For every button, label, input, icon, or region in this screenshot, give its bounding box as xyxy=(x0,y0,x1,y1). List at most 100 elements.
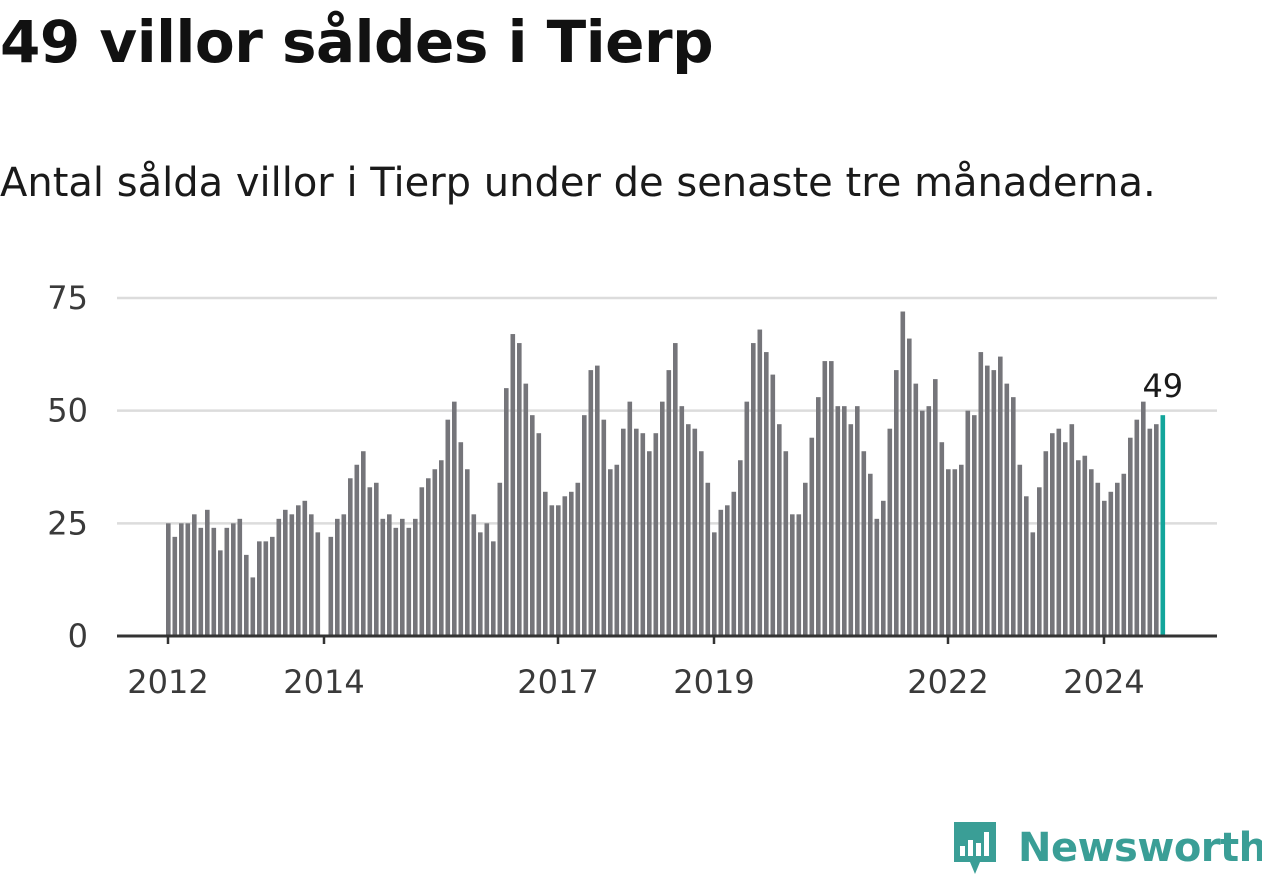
bar xyxy=(627,401,633,636)
bar xyxy=(744,401,750,636)
bar xyxy=(1050,433,1055,636)
bar xyxy=(913,383,919,636)
bar xyxy=(445,419,451,636)
bar xyxy=(419,487,425,636)
bar xyxy=(211,527,217,636)
y-tick-label: 0 xyxy=(68,617,88,655)
bar xyxy=(835,406,841,636)
bar xyxy=(380,518,386,636)
bar xyxy=(842,406,847,636)
bar xyxy=(874,518,880,636)
bar xyxy=(894,370,899,636)
bar xyxy=(985,365,990,636)
bar xyxy=(1095,482,1101,636)
bar xyxy=(621,428,626,636)
x-tick-label: 2014 xyxy=(283,663,364,701)
bar xyxy=(348,478,353,636)
bar xyxy=(796,514,802,636)
bar xyxy=(920,410,925,636)
bar xyxy=(302,500,308,636)
bar xyxy=(205,509,210,636)
bar xyxy=(900,311,906,636)
bar xyxy=(465,469,470,636)
bar xyxy=(1102,500,1107,636)
bar xyxy=(1056,428,1062,636)
bar xyxy=(1004,383,1010,636)
bar xyxy=(998,356,1003,636)
bar xyxy=(1154,424,1159,636)
bar xyxy=(959,464,964,636)
bar xyxy=(517,343,522,636)
bar xyxy=(686,424,691,636)
y-tick-label: 25 xyxy=(47,504,88,542)
bar xyxy=(471,514,477,636)
bar xyxy=(764,352,769,636)
bar xyxy=(257,541,262,636)
bar xyxy=(556,505,561,636)
bar xyxy=(283,509,288,636)
bar xyxy=(263,541,269,636)
highlight-value-label: 49 xyxy=(1142,367,1183,405)
bar xyxy=(543,491,548,636)
bar xyxy=(354,464,360,636)
bar xyxy=(1147,428,1153,636)
bar xyxy=(887,428,893,636)
bar xyxy=(653,433,659,636)
bar xyxy=(452,401,457,636)
bar xyxy=(179,523,184,636)
bar xyxy=(289,514,295,636)
bar xyxy=(595,365,600,636)
bar xyxy=(770,374,776,636)
x-tick-label: 2024 xyxy=(1063,663,1144,701)
y-tick-label: 75 xyxy=(47,279,88,317)
bar xyxy=(790,514,795,636)
x-tick-label: 2012 xyxy=(127,663,208,701)
bar xyxy=(491,541,496,636)
x-tick-label: 2017 xyxy=(517,663,598,701)
bar xyxy=(738,460,743,636)
bar xyxy=(848,424,854,636)
bar xyxy=(673,343,678,636)
bar xyxy=(374,482,379,636)
bar xyxy=(536,433,542,636)
bar xyxy=(530,415,535,636)
bar xyxy=(335,518,340,636)
bar xyxy=(478,532,483,636)
bar xyxy=(640,433,646,636)
bar xyxy=(575,482,581,636)
bar xyxy=(510,334,516,636)
bar xyxy=(166,523,171,636)
bar xyxy=(198,527,204,636)
bar xyxy=(1121,473,1127,636)
bar xyxy=(224,527,230,636)
bar xyxy=(660,401,665,636)
x-tick-label: 2019 xyxy=(673,663,754,701)
bar xyxy=(952,469,958,636)
bar xyxy=(699,451,704,636)
bar xyxy=(881,500,886,636)
bar xyxy=(783,451,789,636)
bar xyxy=(1076,460,1081,636)
bar xyxy=(972,415,977,636)
bar xyxy=(634,428,639,636)
bar xyxy=(309,514,314,636)
bar xyxy=(569,491,574,636)
bar xyxy=(991,370,997,636)
bar xyxy=(965,410,971,636)
bar xyxy=(244,554,249,636)
bar xyxy=(1128,437,1133,636)
bar xyxy=(692,428,698,636)
bar xyxy=(705,482,711,636)
bar xyxy=(809,437,815,636)
bar xyxy=(816,397,821,636)
chart-subtitle: Antal sålda villor i Tierp under de sena… xyxy=(0,160,1156,206)
bar xyxy=(432,469,438,636)
bar xyxy=(315,532,321,636)
bar xyxy=(367,487,373,636)
bar xyxy=(933,379,938,636)
bar xyxy=(718,509,724,636)
bar xyxy=(361,451,366,636)
bar xyxy=(868,473,873,636)
bar xyxy=(679,406,685,636)
bar xyxy=(562,496,568,636)
